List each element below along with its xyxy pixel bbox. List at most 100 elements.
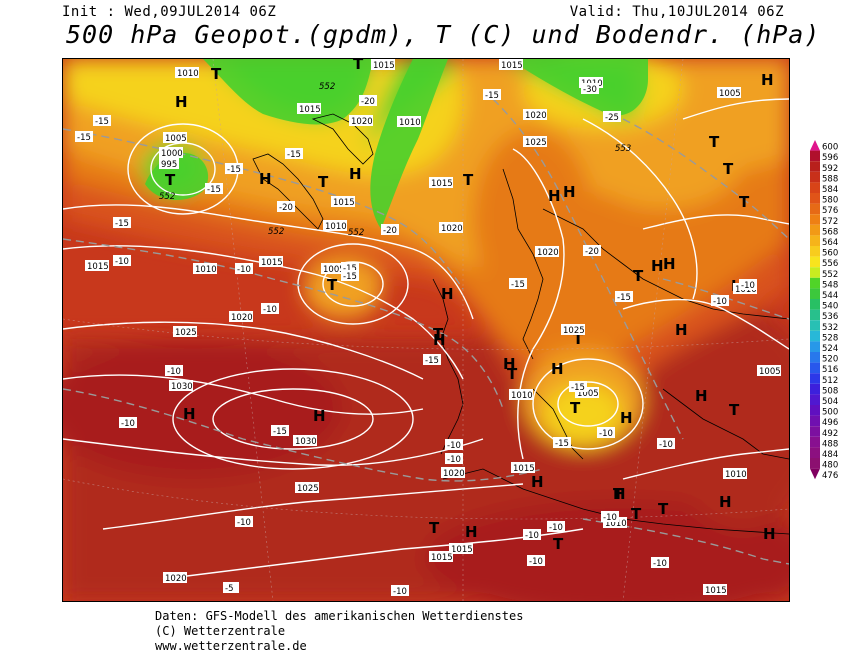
temperature-label: -10 [711, 295, 729, 307]
scale-swatch [810, 447, 820, 458]
scale-swatch [810, 224, 820, 236]
temperature-label: -15 [509, 278, 527, 290]
pressure-label: 1020 [441, 467, 465, 479]
scale-swatch [810, 415, 820, 427]
svg-text:-15: -15 [115, 219, 129, 229]
svg-text:1020: 1020 [351, 117, 373, 127]
high-marker: H [695, 387, 708, 405]
geopot-label: 552 [159, 192, 175, 202]
low-marker: T [553, 535, 564, 553]
svg-text:1020: 1020 [443, 469, 465, 479]
svg-text:-20: -20 [279, 203, 293, 213]
high-marker: H [551, 360, 564, 378]
pressure-label: 1015 [449, 543, 473, 555]
svg-text:1025: 1025 [563, 326, 585, 336]
svg-text:1015: 1015 [451, 545, 473, 555]
weather-map[interactable]: H H H H H H H H H H H H H H H H H H H H … [62, 58, 790, 602]
scale-swatch [810, 182, 820, 193]
high-marker: H [563, 183, 576, 201]
high-marker: H [675, 321, 688, 339]
pressure-label: 1015 [429, 177, 453, 189]
scale-swatch [810, 373, 820, 384]
high-marker: H [663, 255, 676, 273]
pressure-label: 1005 [717, 87, 741, 99]
high-marker: H [433, 331, 446, 349]
temperature-label: -15 [75, 131, 93, 143]
temperature-label: -20 [359, 95, 377, 107]
low-marker: T [507, 365, 518, 383]
svg-text:1015: 1015 [501, 61, 523, 71]
pressure-label: 1030 [169, 380, 193, 392]
svg-text:-10: -10 [741, 281, 755, 291]
svg-text:995: 995 [161, 160, 177, 170]
scale-label: 504 [822, 397, 838, 407]
scale-swatch [810, 246, 820, 257]
low-marker: T [433, 325, 444, 343]
temperature-label: -15 [615, 291, 633, 303]
pressure-label: 1025 [173, 326, 197, 338]
pressure-label: 1005 [321, 263, 345, 275]
scale-label: 476 [822, 471, 838, 481]
svg-text:1010: 1010 [195, 265, 217, 275]
scale-label: 560 [822, 249, 838, 259]
temperature-label: -10 [235, 263, 253, 275]
footer-website[interactable]: www.wetterzentrale.de [155, 639, 307, 653]
svg-text:-10: -10 [115, 257, 129, 267]
temperature-label: -20 [381, 224, 399, 236]
scale-label: 488 [822, 439, 838, 449]
svg-text:1015: 1015 [261, 258, 283, 268]
svg-text:1000: 1000 [161, 149, 183, 159]
pressure-label: 1010 [723, 468, 747, 480]
temperature-label: -10 [547, 521, 565, 533]
scale-label: 552 [822, 270, 838, 280]
pressure-label: 1015 [85, 260, 109, 272]
pressure-label: 1010 [193, 263, 217, 275]
scale-swatch [810, 362, 820, 374]
scale-swatch [810, 405, 820, 416]
svg-text:1015: 1015 [87, 262, 109, 272]
low-marker: T [318, 173, 329, 191]
temperature-label: -10 [391, 585, 409, 597]
pressure-label: 1010 [323, 220, 347, 232]
geopot-label: 552 [268, 227, 284, 237]
svg-text:1015: 1015 [299, 105, 321, 115]
temperature-label: -15 [553, 437, 571, 449]
svg-text:-15: -15 [485, 91, 499, 101]
pressure-label: 1010 [175, 67, 199, 79]
scale-label: 592 [822, 164, 838, 174]
graticule [63, 59, 789, 601]
temperature-label: -10 [235, 516, 253, 528]
high-marker: H [613, 485, 626, 503]
svg-text:-10: -10 [447, 455, 461, 465]
scale-label: 528 [822, 333, 838, 343]
scale-label: 580 [822, 196, 838, 206]
footer-copyright: (C) Wetterzentrale [155, 624, 286, 638]
temperature-label: -10 [597, 427, 615, 439]
svg-text:1015: 1015 [373, 61, 395, 71]
svg-text:-10: -10 [529, 557, 543, 567]
temperature-label: -10 [657, 438, 675, 450]
scale-label: 548 [822, 280, 838, 290]
temperature-label: -10 [119, 417, 137, 429]
svg-text:-15: -15 [425, 356, 439, 366]
svg-text:-10: -10 [237, 265, 251, 275]
svg-text:1005: 1005 [323, 265, 345, 275]
pressure-label: 1000 [159, 147, 183, 159]
scale-swatch [810, 320, 820, 331]
svg-text:-15: -15 [343, 264, 357, 274]
svg-text:-15: -15 [273, 427, 287, 437]
scale-swatch [810, 330, 820, 342]
weather-map-canvas: H H H H H H H H H H H H H H H H H H H H … [63, 59, 789, 601]
pressure-label: 1020 [349, 115, 373, 127]
geopot-label: 552 [348, 228, 364, 238]
pressure-label: 1015 [511, 462, 535, 474]
temperature-label: -5 [223, 582, 239, 594]
svg-text:1010: 1010 [325, 222, 347, 232]
low-marker: T [729, 401, 740, 419]
high-marker: H [620, 409, 633, 427]
svg-text:-15: -15 [555, 439, 569, 449]
svg-text:1010: 1010 [511, 391, 533, 401]
scale-label: 540 [822, 302, 838, 312]
low-marker: T [327, 276, 338, 294]
scale-label: 484 [822, 450, 838, 460]
